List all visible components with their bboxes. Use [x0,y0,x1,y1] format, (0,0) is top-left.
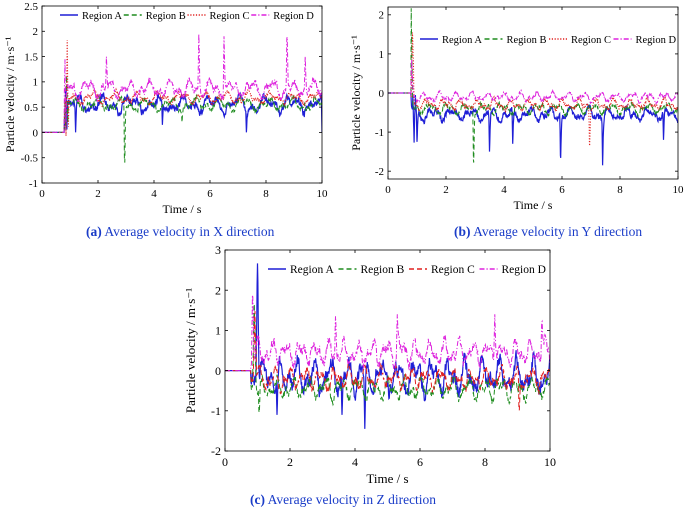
y-axis-label-b: Particle velocity / m·s⁻¹ [349,35,363,151]
legend-label-b-1: Region A [442,35,482,46]
y-tick-label-c-5: 3 [215,243,221,257]
x-tick-label-c-3: 6 [417,455,423,469]
x-axis-label-c: Time / s [366,471,408,486]
y-tick-label-c-0: -2 [211,444,221,458]
legend-label-a-4: Region D [273,11,314,22]
plot-frame-a [41,5,323,184]
legend-label-b-4: Region D [636,35,677,46]
x-tick-label-c-2: 4 [352,455,358,469]
x-axis-label-b: Time / s [514,198,553,212]
series-line-c-3 [225,311,550,411]
x-tick-label-c-0: 0 [222,455,228,469]
y-tick-label-b-2: 0 [379,88,385,100]
x-tick-label-a-4: 8 [263,188,269,200]
legend-label-c-2: Region B [361,264,405,276]
y-axis-label-c: Particle velocity / m·s⁻¹ [183,288,198,413]
caption-b-text: Average velocity in Y direction [473,224,643,239]
legend-label-a-1: Region A [82,11,122,22]
x-tick-label-c-5: 10 [544,455,556,469]
y-tick-label-c-1: -1 [211,404,221,418]
y-tick-label-a-3: 0.5 [24,102,38,114]
x-axis-label-a: Time / s [163,202,202,216]
series-line-b-4 [388,59,678,106]
x-tick-label-b-0: 0 [385,184,391,196]
series-line-a-2 [42,75,322,163]
caption-c: (c) Average velocity in Z direction [250,492,436,508]
y-tick-label-a-4: 1 [33,77,39,89]
y-tick-label-c-4: 2 [215,283,221,297]
y-tick-label-b-1: -1 [375,127,384,139]
series-line-a-4 [42,33,322,133]
y-tick-label-a-7: 2.5 [24,1,38,13]
caption-a: (a) Average velocity in X direction [86,224,274,240]
caption-c-text: Average velocity in Z direction [267,492,437,507]
series-line-b-2 [388,8,678,163]
plot-frame-c [224,249,551,452]
series-line-c-1 [225,263,550,429]
legend-label-c-1: Region A [290,264,334,276]
x-tick-label-c-1: 2 [287,455,293,469]
x-tick-label-a-0: 0 [39,188,45,200]
y-tick-label-b-4: 2 [379,10,385,22]
y-tick-label-b-3: 1 [379,49,385,61]
x-tick-label-a-5: 10 [317,188,329,200]
caption-a-label: (a) [86,224,102,239]
y-tick-label-a-5: 1.5 [24,51,38,63]
y-tick-label-c-3: 1 [215,324,221,338]
legend-label-a-3: Region C [210,11,250,22]
chart-a: 0 2 4 6 8 10 -1 -0.5 0 0.5 1 1.5 2 2.5 Time / s Particl… [3,1,328,216]
y-tick-label-c-2: 0 [215,364,221,378]
x-tick-label-b-5: 10 [673,184,685,196]
y-tick-label-a-6: 2 [33,26,39,38]
legend-label-b-3: Region C [571,35,611,46]
x-tick-label-b-1: 2 [443,184,449,196]
series-line-c-2 [225,303,550,413]
x-tick-label-a-3: 6 [207,188,213,200]
series-line-a-3 [42,39,322,136]
y-tick-label-a-0: -1 [29,178,38,190]
y-tick-label-a-1: -0.5 [21,153,39,165]
chart-b: 0 2 4 6 8 10 -2 -1 0 1 2 Time / s Particle velocity … [349,6,685,212]
series-line-b-3 [388,32,678,146]
legend-label-b-2: Region B [507,35,547,46]
legend-label-c-3: Region C [431,264,475,276]
x-tick-label-b-4: 8 [617,184,623,196]
chart-c: 0 2 4 6 8 10 -2 -1 0 1 2 3 Time / s Particle velocity… [183,243,556,486]
caption-b-label: (b) [454,224,471,239]
x-tick-label-c-4: 8 [482,455,488,469]
y-axis-label-a: Particle velocity / m·s⁻¹ [3,36,17,152]
caption-c-label: (c) [250,492,265,507]
x-tick-label-a-1: 2 [95,188,101,200]
x-tick-label-b-3: 6 [559,184,565,196]
legend-label-c-4: Region D [502,264,546,276]
caption-a-text: Average velocity in X direction [104,224,275,239]
x-tick-label-b-2: 4 [501,184,507,196]
x-tick-label-a-2: 4 [151,188,157,200]
caption-b: (b) Average velocity in Y direction [454,224,642,240]
legend-label-a-2: Region B [146,11,186,22]
y-tick-label-a-2: 0 [33,127,39,139]
y-tick-label-b-0: -2 [375,166,384,178]
